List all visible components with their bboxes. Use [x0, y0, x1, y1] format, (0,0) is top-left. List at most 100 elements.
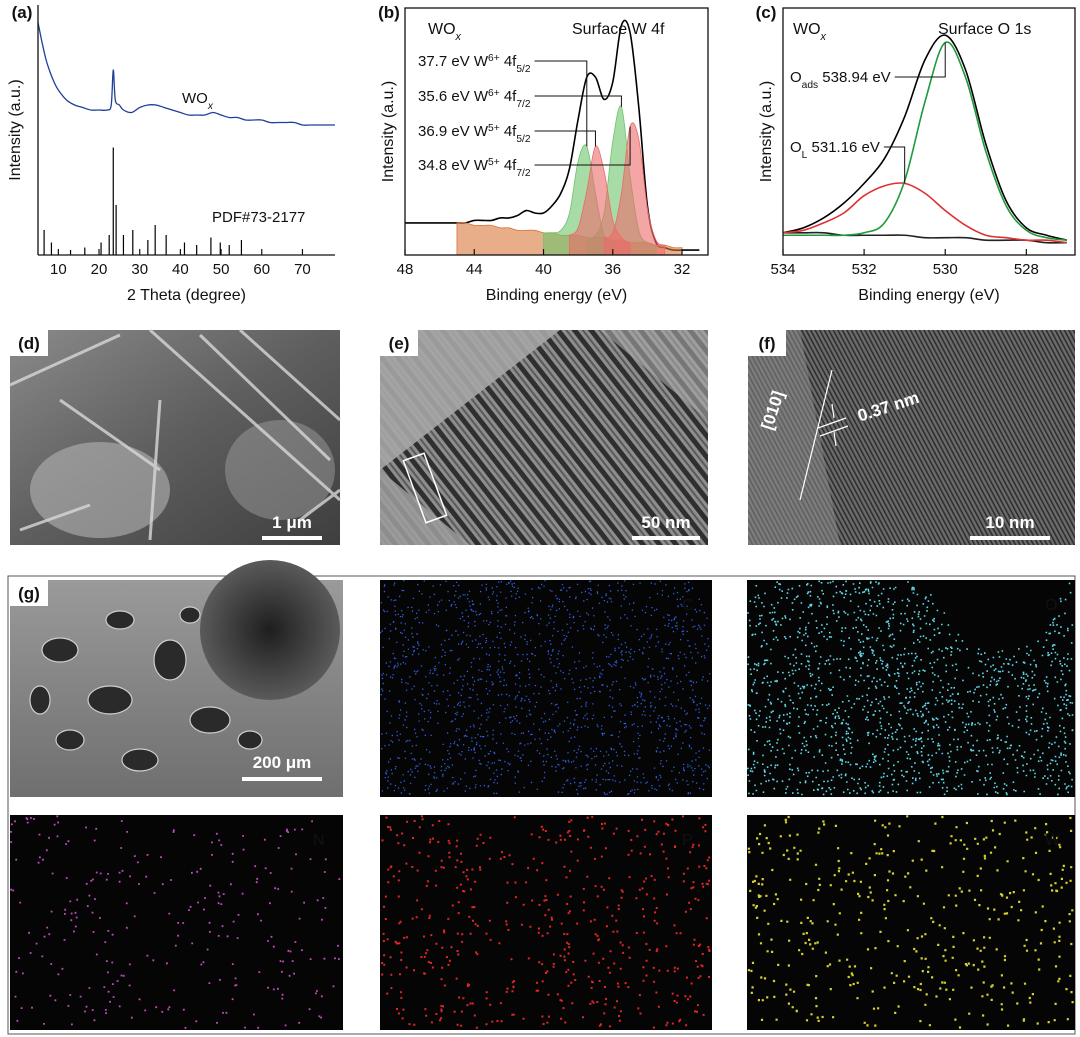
- leader-line: [534, 95, 622, 107]
- x-tick-label: 30: [131, 261, 148, 278]
- text-part: 4f: [500, 88, 518, 105]
- scale-bar-label: 200 μm: [253, 753, 312, 772]
- text-part: PDF#73-2177: [212, 209, 305, 226]
- x-axis-label: Binding energy (eV): [858, 287, 999, 304]
- text-part: 34.8 eV W: [418, 157, 489, 174]
- chart-title: Surface W 4f: [572, 21, 665, 38]
- series-label: OL 531.16 eV: [790, 139, 880, 161]
- panel-label: (g): [18, 584, 40, 603]
- text-part: O: [790, 69, 802, 86]
- scale-bar-label: 10 nm: [985, 513, 1034, 532]
- axis-frame: [404, 7, 709, 256]
- scale-bar-label: 1 μm: [272, 513, 312, 532]
- text-part: x: [455, 31, 462, 43]
- element-label: P: [682, 832, 693, 849]
- x-tick-label: 70: [294, 261, 311, 278]
- text-part: x: [820, 31, 827, 43]
- x-tick-label: 60: [253, 261, 270, 278]
- series-label: 35.6 eV W6+ 4f7/2: [418, 88, 531, 110]
- text-part: WO: [182, 90, 208, 107]
- panel-label: (e): [389, 334, 410, 353]
- series-label: 36.9 eV W5+ 4f5/2: [418, 123, 531, 145]
- text-part: L: [802, 150, 808, 161]
- leader-line: [534, 60, 588, 147]
- text-part: ads: [802, 80, 818, 91]
- x-tick-label: 32: [674, 261, 691, 278]
- element-label: C: [682, 597, 694, 614]
- plot-area: [783, 34, 1068, 244]
- x-tick-label: 36: [604, 261, 621, 278]
- text-part: 5/2: [516, 134, 530, 145]
- text-part: 4f: [500, 157, 518, 174]
- series-label: 34.8 eV W5+ 4f7/2: [418, 157, 531, 179]
- text-part: O: [790, 139, 802, 156]
- x-tick-label: 20: [91, 261, 108, 278]
- data-line: [783, 231, 1067, 244]
- peak-area: [603, 122, 666, 255]
- panel-label: (c): [756, 3, 777, 22]
- panel-label: (a): [12, 3, 33, 22]
- data-line: [783, 182, 1067, 244]
- eds-map: [10, 815, 343, 1030]
- leader-line: [534, 126, 631, 166]
- data-line: [783, 41, 1067, 241]
- x-axis-label: Binding energy (eV): [486, 287, 627, 304]
- x-tick-label: 10: [50, 261, 67, 278]
- text-part: 6+: [488, 88, 500, 99]
- element-label: N: [313, 832, 325, 849]
- eds-map: [380, 815, 712, 1030]
- leader-line: [534, 130, 596, 147]
- panel-label: (d): [18, 334, 40, 353]
- eds-map: [747, 815, 1075, 1030]
- y-axis-label: Intensity (a.u.): [7, 79, 24, 180]
- series-label: 37.7 eV W6+ 4f5/2: [418, 53, 531, 75]
- plot-area: [38, 22, 335, 255]
- text-part: 6+: [488, 53, 500, 64]
- map-dots: [747, 815, 1074, 1029]
- sem-image-d: (d) 1 μm: [9, 328, 342, 545]
- text-part: 37.7 eV W: [418, 53, 489, 70]
- text-part: 4f: [500, 53, 518, 70]
- x-axis-label: 2 Theta (degree): [127, 287, 246, 304]
- y-axis-label: Intensity (a.u.): [758, 81, 775, 182]
- text-part: 35.6 eV W: [418, 88, 489, 105]
- tem-image-e: (e) 50 nm: [380, 330, 708, 545]
- series-label: WOx: [182, 90, 214, 112]
- leader-line: [894, 42, 946, 78]
- series-label: Oads 538.94 eV: [790, 69, 891, 91]
- x-tick-label: 528: [1014, 261, 1039, 278]
- text-part: 7/2: [516, 99, 530, 110]
- text-part: 4f: [500, 123, 518, 140]
- leader-line: [883, 146, 906, 184]
- text-part: 7/2: [516, 168, 530, 179]
- text-part: 36.9 eV W: [418, 123, 489, 140]
- x-tick-label: 530: [933, 261, 958, 278]
- text-part: 5+: [488, 157, 500, 168]
- axis-frame: [782, 7, 1076, 256]
- x-tick-label: 48: [397, 261, 414, 278]
- text-part: 5/2: [516, 64, 530, 75]
- text-part: 531.16 eV: [807, 139, 880, 156]
- x-tick-label: 40: [535, 261, 552, 278]
- scale-bar-label: 50 nm: [641, 513, 690, 532]
- mapping-panel: (g) 200 μm C O N P W: [7, 560, 1076, 1035]
- x-tick-label: 50: [213, 261, 230, 278]
- chart-title: Surface O 1s: [938, 21, 1031, 38]
- text-part: WO: [793, 21, 821, 38]
- x-tick-label: 534: [770, 261, 795, 278]
- plot-area: [405, 19, 700, 255]
- panel-label: (f): [759, 334, 776, 353]
- sample-label: WOx: [793, 21, 827, 43]
- series-label: PDF#73-2177: [212, 209, 305, 226]
- sample-label: WOx: [428, 21, 462, 43]
- x-tick-label: 44: [466, 261, 483, 278]
- panel-label: (b): [378, 3, 400, 22]
- text-part: WO: [428, 21, 456, 38]
- x-tick-label: 532: [852, 261, 877, 278]
- text-part: x: [207, 101, 214, 112]
- x-tick-label: 40: [172, 261, 189, 278]
- element-label: O: [1045, 597, 1057, 614]
- data-line: [38, 22, 335, 126]
- text-part: 538.94 eV: [818, 69, 891, 86]
